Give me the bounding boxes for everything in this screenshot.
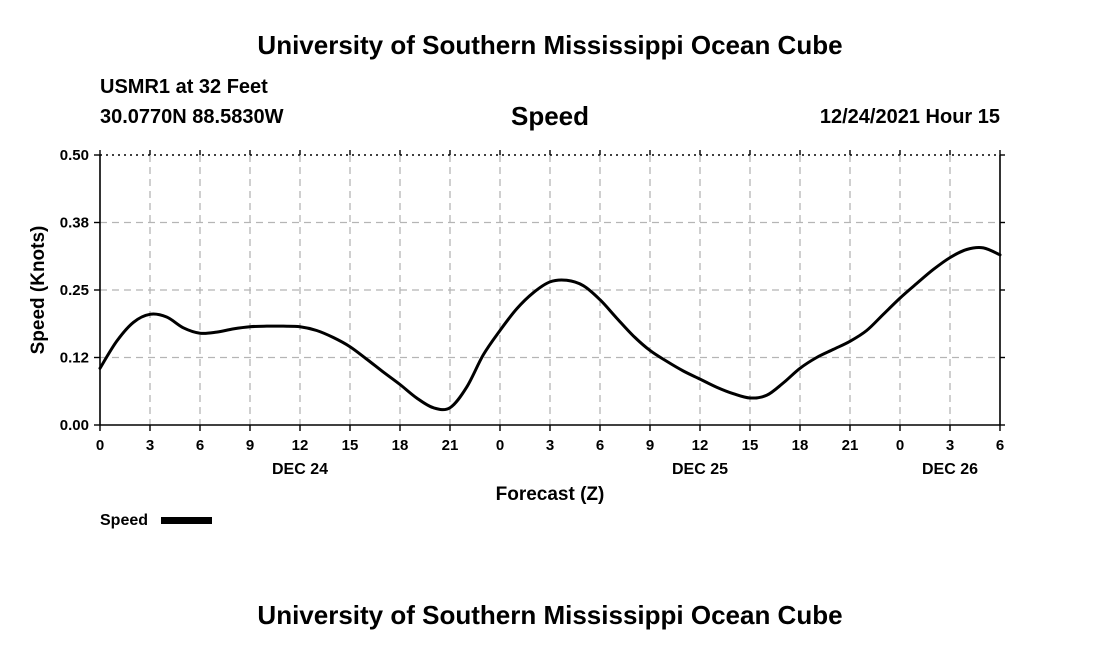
x-tick-label: 6 [596, 437, 604, 454]
y-axis-label: Speed (Knots) [28, 226, 49, 355]
y-tick-label: 0.25 [60, 282, 89, 299]
x-tick-label: 6 [196, 437, 204, 454]
x-tick-label: 21 [842, 437, 859, 454]
station-coordinates: 30.0770N 88.5830W [100, 106, 284, 128]
legend-label: Speed [100, 512, 148, 529]
y-tick-label: 0.12 [60, 350, 89, 367]
x-tick-label: 0 [896, 437, 904, 454]
x-tick-label: 21 [442, 437, 459, 454]
chart-title: Speed [510, 101, 590, 131]
x-day-label: DEC 25 [672, 461, 728, 478]
x-day-label: DEC 24 [272, 461, 328, 478]
x-tick-label: 3 [146, 437, 154, 454]
x-tick-label: 3 [946, 437, 954, 454]
x-tick-label: 6 [996, 437, 1004, 454]
station-label: USMR1 at 32 Feet [100, 76, 268, 98]
x-tick-label: 18 [792, 437, 809, 454]
y-tick-label: 0.38 [60, 215, 89, 232]
page-title: University of Southern Mississippi Ocean… [257, 30, 843, 60]
x-day-label: DEC 26 [922, 461, 978, 478]
legend: Speed [100, 512, 212, 529]
x-tick-label: 3 [546, 437, 554, 454]
x-tick-label: 9 [646, 437, 654, 454]
legend-swatch [161, 517, 212, 524]
y-tick-label: 0.00 [60, 417, 89, 434]
x-axis-ticks: 0 3 6 9 12 15 18 21 0 3 6 9 12 15 18 21 0 3 6 DEC 24 DEC 25 D… [96, 150, 1004, 478]
x-tick-label: 15 [742, 437, 759, 454]
series-line-speed [98, 246, 1002, 412]
y-tick-label: 0.50 [60, 147, 89, 164]
x-axis-label: Forecast (Z) [496, 484, 605, 505]
x-tick-label: 0 [96, 437, 104, 454]
forecast-run-time: 12/24/2021 Hour 15 [819, 106, 1000, 128]
y-axis-ticks: 0.00 0.12 0.25 0.38 0.50 [60, 147, 1005, 434]
x-tick-label: 0 [496, 437, 504, 454]
footer-title: University of Southern Mississippi Ocean… [257, 600, 843, 630]
series-layer [98, 246, 1002, 412]
x-tick-label: 12 [292, 437, 309, 454]
x-tick-label: 15 [342, 437, 359, 454]
x-tick-label: 18 [392, 437, 409, 454]
x-tick-label: 12 [692, 437, 709, 454]
x-tick-label: 9 [246, 437, 254, 454]
grid [100, 154, 1000, 425]
